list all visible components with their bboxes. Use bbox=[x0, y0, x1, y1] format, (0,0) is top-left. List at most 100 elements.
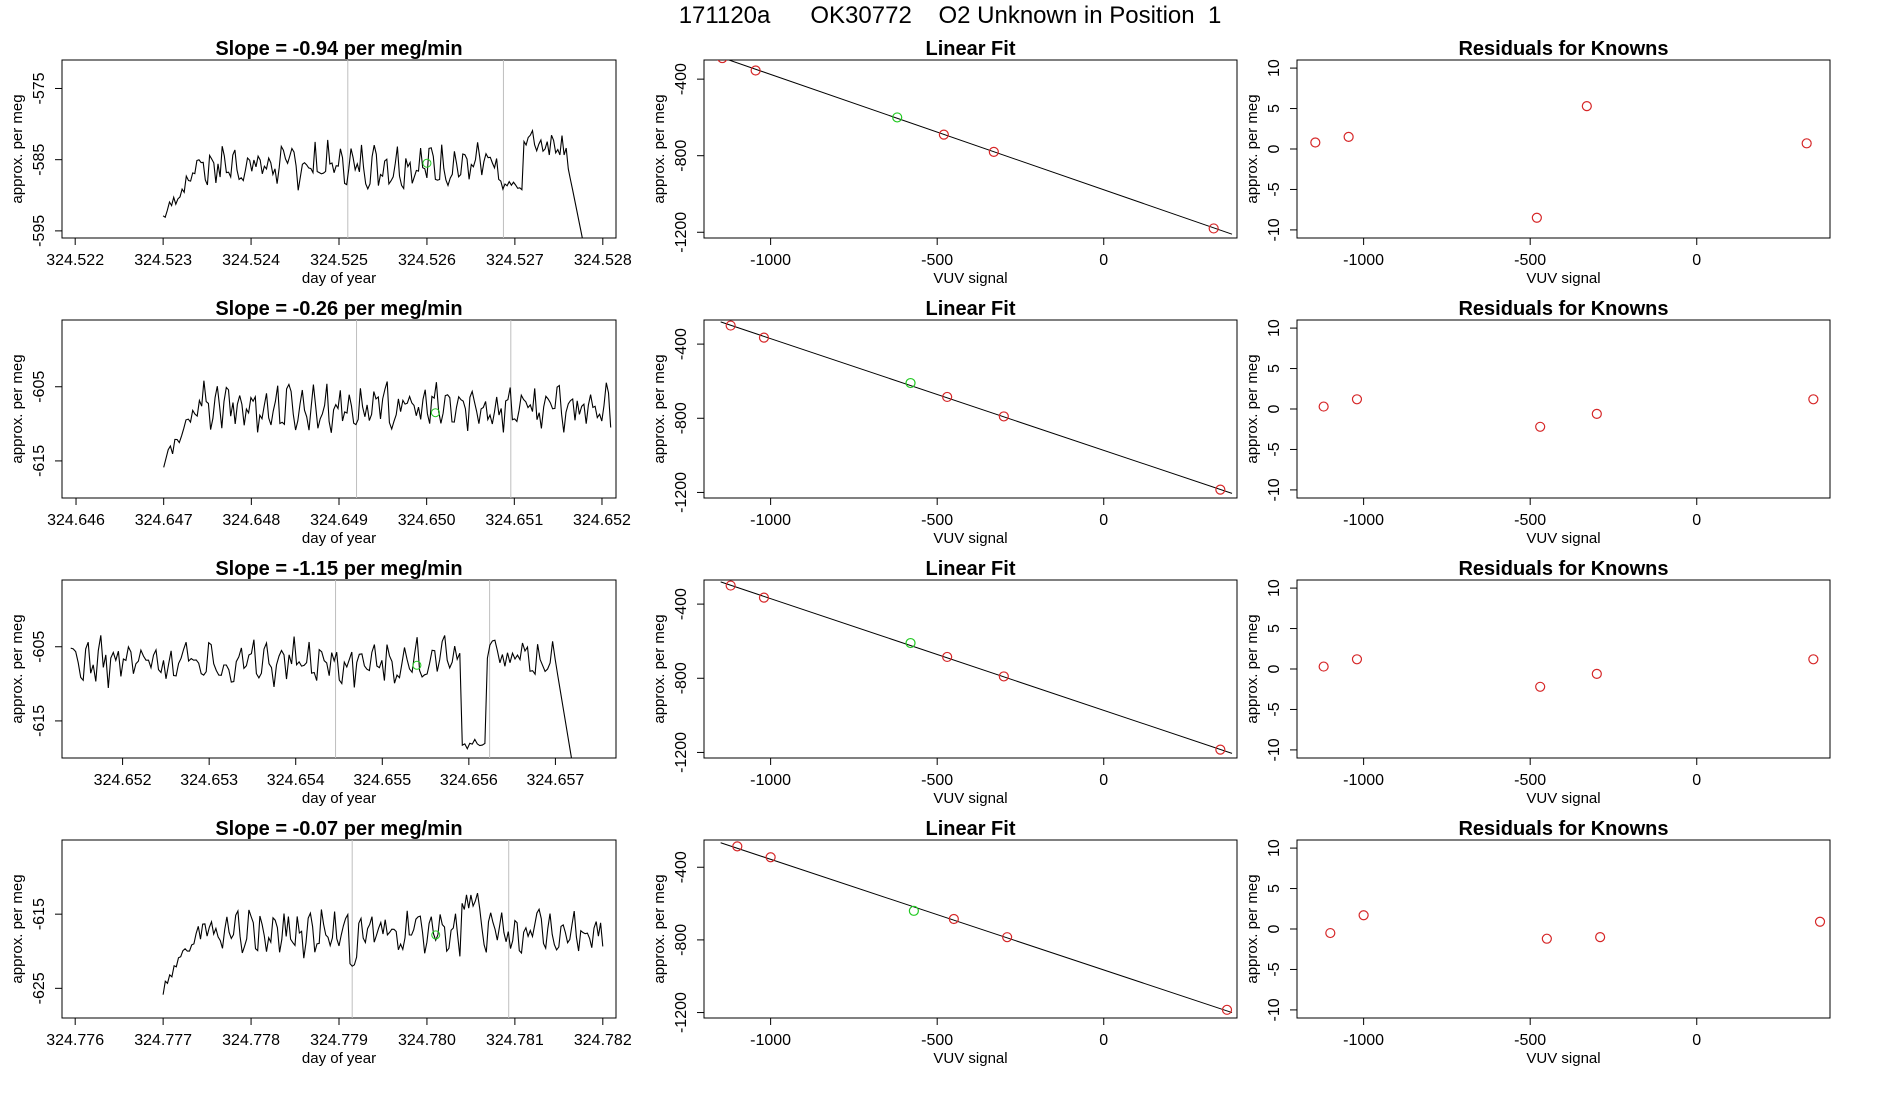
x-tick-label: 0 bbox=[1099, 512, 1108, 529]
plot-frame bbox=[61, 59, 617, 239]
y-axis-label: approx. per meg bbox=[651, 874, 668, 983]
residual-point bbox=[1351, 394, 1363, 405]
known-point bbox=[1221, 1004, 1233, 1015]
y-tick-label: -400 bbox=[673, 588, 690, 620]
y-tick-label: -10 bbox=[1266, 218, 1283, 241]
y-tick-label: -575 bbox=[31, 72, 48, 104]
unknown-marker bbox=[431, 930, 441, 940]
x-tick-label: -1000 bbox=[1343, 772, 1384, 789]
x-tick-label: -1000 bbox=[750, 1032, 791, 1049]
panel-timeseries-row-3: Slope = -1.15 per meg/min 324.652 324.653 3… bbox=[9, 558, 617, 807]
y-axis-label: approx. per meg bbox=[1244, 354, 1261, 463]
residual-point bbox=[1343, 131, 1354, 142]
known-point bbox=[732, 841, 743, 852]
unknown-marker bbox=[430, 408, 440, 418]
x-tick-label: -500 bbox=[921, 1032, 953, 1049]
x-tick-label: -500 bbox=[1514, 772, 1546, 789]
plot-data bbox=[720, 841, 1233, 1015]
y-tick-label: 10 bbox=[1266, 839, 1283, 857]
y-axis-label: approx. per meg bbox=[9, 94, 26, 203]
panel-linear-fit-row-1: Linear Fit -1000 -500 0 -400 -800 -1200 VUV sig… bbox=[651, 38, 1238, 287]
x-tick-label: 0 bbox=[1099, 1032, 1108, 1049]
plot-data bbox=[720, 320, 1233, 495]
fit-line bbox=[727, 60, 1233, 235]
y-tick-label: -800 bbox=[673, 140, 690, 172]
plot-data bbox=[70, 580, 573, 758]
residual-point bbox=[1591, 408, 1602, 419]
page-title: 171120a OK30772 O2 Unknown in Position 1 bbox=[0, 2, 1900, 30]
x-tick-label: 324.652 bbox=[94, 772, 152, 789]
x-tick-label: 324.781 bbox=[486, 1032, 544, 1049]
fit-line bbox=[720, 842, 1233, 1014]
plot-data bbox=[1318, 654, 1819, 692]
plot-title: Slope = -1.15 per meg/min bbox=[215, 558, 462, 580]
fit-line bbox=[720, 321, 1233, 494]
x-axis-label: day of year bbox=[302, 1050, 376, 1067]
x-axis-label: VUV signal bbox=[1526, 530, 1600, 547]
x-tick-label: 324.782 bbox=[574, 1032, 632, 1049]
residual-point bbox=[1351, 654, 1363, 665]
y-axis-label: approx. per meg bbox=[1244, 614, 1261, 723]
data-trace bbox=[162, 128, 583, 238]
y-tick-label: -400 bbox=[673, 328, 690, 360]
residual-point bbox=[1531, 212, 1542, 223]
known-point bbox=[750, 65, 761, 76]
y-tick-label: -800 bbox=[673, 402, 690, 434]
x-tick-label: 0 bbox=[1099, 772, 1108, 789]
y-tick-label: 0 bbox=[1266, 404, 1283, 413]
x-tick-label: 324.526 bbox=[398, 252, 456, 269]
panel-linear-fit-row-3: Linear Fit -1000 -500 0 -400 -800 -1200 VUV sig… bbox=[651, 558, 1238, 807]
panel-timeseries-row-1: Slope = -0.94 per meg/min 324.522 324.523 3… bbox=[9, 38, 632, 287]
residual-point bbox=[1325, 927, 1336, 939]
sample-id: 171120a bbox=[678, 2, 771, 29]
known-point bbox=[1208, 223, 1219, 234]
plot-data bbox=[720, 580, 1233, 755]
y-tick-label: -615 bbox=[31, 705, 48, 737]
plot-frame bbox=[703, 579, 1238, 759]
x-tick-label: 324.522 bbox=[46, 252, 104, 269]
x-axis-label: VUV signal bbox=[1526, 270, 1600, 287]
y-tick-label: 0 bbox=[1266, 664, 1283, 673]
x-tick-label: 324.776 bbox=[46, 1032, 104, 1049]
known-point bbox=[1215, 744, 1226, 755]
x-tick-label: -1000 bbox=[1343, 512, 1384, 529]
x-tick-label: 0 bbox=[1692, 1032, 1701, 1049]
plot-title: Linear Fit bbox=[925, 38, 1015, 60]
x-tick-label: 324.656 bbox=[440, 772, 498, 789]
plot-title: Slope = -0.26 per meg/min bbox=[215, 298, 462, 320]
plot-title: Residuals for Knowns bbox=[1458, 818, 1668, 840]
y-tick-label: -1200 bbox=[673, 732, 690, 773]
data-trace bbox=[70, 635, 573, 758]
residual-point bbox=[1808, 394, 1819, 405]
residual-point bbox=[1541, 933, 1552, 944]
y-tick-label: 0 bbox=[1266, 924, 1283, 933]
plot-data bbox=[162, 840, 604, 1018]
data-trace bbox=[163, 380, 612, 468]
y-tick-label: -615 bbox=[31, 445, 48, 477]
x-axis-label: VUV signal bbox=[933, 530, 1007, 547]
y-tick-label: 10 bbox=[1266, 319, 1283, 337]
known-point bbox=[938, 129, 949, 140]
x-axis-label: VUV signal bbox=[933, 790, 1007, 807]
y-axis-label: approx. per meg bbox=[9, 614, 26, 723]
residual-point bbox=[1581, 101, 1592, 112]
x-tick-label: 0 bbox=[1692, 772, 1701, 789]
y-tick-label: -605 bbox=[31, 631, 48, 663]
x-axis-label: day of year bbox=[302, 270, 376, 287]
plot-frame bbox=[1296, 839, 1831, 1019]
known-point bbox=[717, 60, 728, 64]
known-point bbox=[725, 580, 736, 591]
x-tick-label: -500 bbox=[921, 252, 953, 269]
y-tick-label: -400 bbox=[673, 63, 690, 95]
x-axis-label: day of year bbox=[302, 530, 376, 547]
x-tick-label: 324.777 bbox=[134, 1032, 192, 1049]
residual-point bbox=[1310, 137, 1321, 148]
unknown-point bbox=[905, 377, 916, 389]
y-tick-label: 10 bbox=[1266, 59, 1283, 77]
residual-point bbox=[1808, 654, 1819, 665]
y-tick-label: 5 bbox=[1266, 104, 1283, 113]
residual-point bbox=[1591, 668, 1602, 679]
plot-data bbox=[1318, 394, 1819, 432]
y-tick-label: -10 bbox=[1266, 478, 1283, 501]
